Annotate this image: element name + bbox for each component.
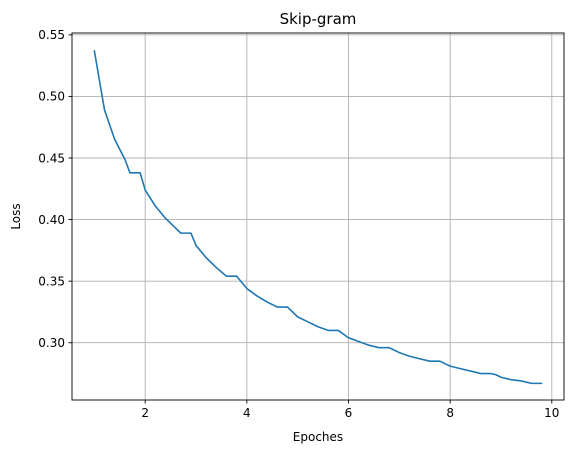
x-tick-label: 6 [345, 406, 353, 420]
series-line [93, 50, 543, 385]
grid [72, 33, 564, 400]
chart-title: Skip-gram [280, 10, 357, 28]
x-tick-label: 2 [141, 406, 149, 420]
y-tick-label: 0.55 [38, 28, 65, 42]
axes-frame [71, 32, 565, 401]
data-layer [93, 50, 543, 385]
x-tick-label: 4 [243, 406, 251, 420]
x-axis-label: Epoches [293, 430, 343, 444]
x-tick-label: 8 [446, 406, 454, 420]
x-tick-label: 10 [544, 406, 559, 420]
y-axis-label: Loss [9, 203, 23, 229]
y-tick-label: 0.45 [38, 151, 65, 165]
ticks: 2 4 6 8 10 0.30 0.35 0.40 0.45 0.50 0.55 [38, 28, 559, 420]
y-tick-label: 0.40 [38, 213, 65, 227]
y-tick-label: 0.35 [38, 274, 65, 288]
y-tick-label: 0.50 [38, 90, 65, 104]
y-tick-label: 0.30 [38, 336, 65, 350]
